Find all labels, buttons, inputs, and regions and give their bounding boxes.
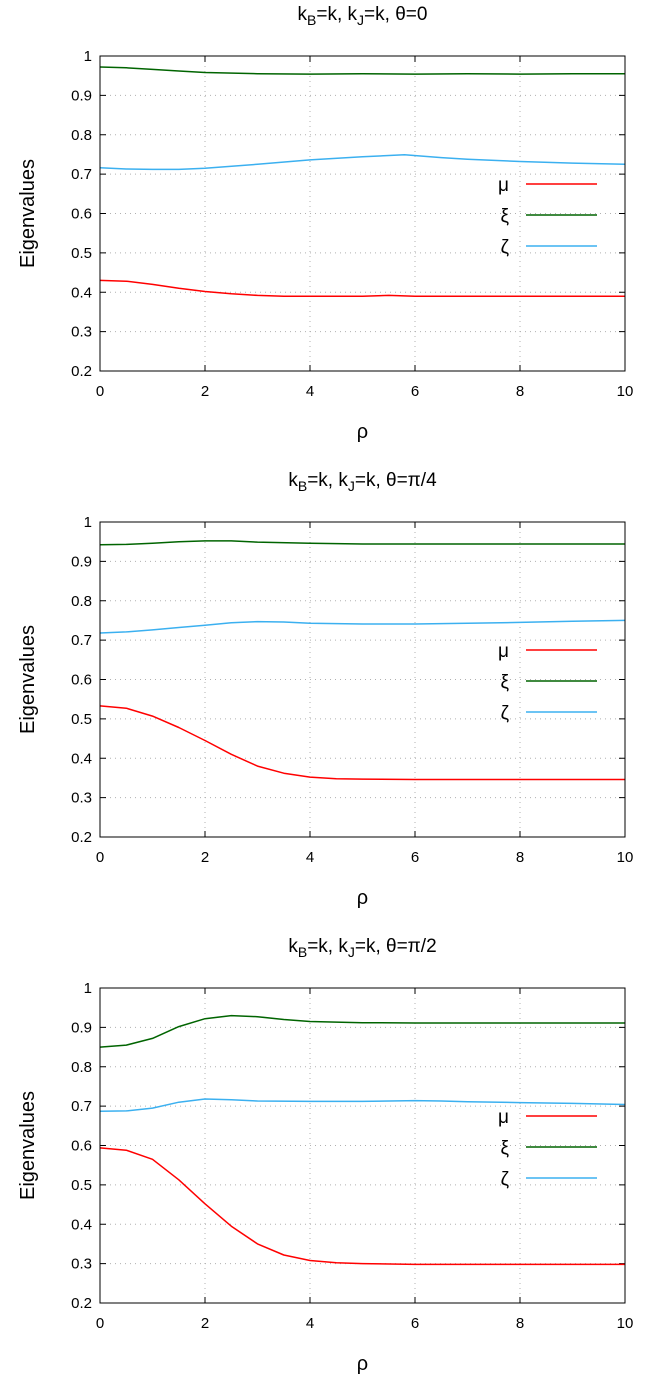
legend-label-3: ζ <box>501 703 510 724</box>
y-tick-label: 0.5 <box>71 711 92 728</box>
title-part-k: k <box>288 936 298 957</box>
title-subscript-b: B <box>307 12 316 28</box>
plot-frame <box>99 521 626 838</box>
y-tick-label: 0.9 <box>71 553 92 570</box>
y-tick-label: 0.9 <box>71 87 92 104</box>
chart-panel-1: kB=k, kJ=k, θ=0 0.2 0.3 0.4 0.5 0.6 0.7 0.8 0.9 1… <box>17 4 633 443</box>
series-line-2 <box>99 66 625 75</box>
x-tick-label: 0 <box>96 383 104 400</box>
legend-label-1: μ <box>498 1107 509 1128</box>
series-line-1 <box>99 279 625 297</box>
title-part-tail: =k, θ=π/4 <box>355 470 437 491</box>
x-tick-label: 8 <box>516 1315 524 1332</box>
y-tick-label: 1 <box>84 48 92 65</box>
x-tick-label: 6 <box>411 1315 419 1332</box>
y-tick-label: 0.2 <box>71 829 92 846</box>
title-part-mid: =k, k <box>307 936 348 957</box>
y-tick-label: 1 <box>84 514 92 531</box>
x-tick-label: 2 <box>201 383 209 400</box>
y-tick-label: 0.2 <box>71 363 92 380</box>
x-axis-label: ρ <box>357 421 368 443</box>
legend-label-2: ξ <box>500 1138 509 1159</box>
y-tick-label: 0.7 <box>71 1098 92 1115</box>
y-axis-label: Eigenvalues <box>17 159 39 268</box>
x-tick-label: 10 <box>617 1315 634 1332</box>
y-tick-label: 0.3 <box>71 1256 92 1273</box>
plot-frame <box>99 55 626 372</box>
x-tick-label: 10 <box>617 849 634 866</box>
x-axis-label: ρ <box>357 887 368 909</box>
x-tick-label: 0 <box>96 849 104 866</box>
title-subscript-j: J <box>348 478 355 494</box>
y-tick-label: 1 <box>84 980 92 997</box>
legend-label-2: ξ <box>500 206 509 227</box>
title-part-tail: =k, θ=π/2 <box>355 936 437 957</box>
chart-title: kB=k, kJ=k, θ=0 <box>298 4 428 28</box>
x-tick-label: 6 <box>411 383 419 400</box>
legend-label-2: ξ <box>500 672 509 693</box>
title-part-tail: =k, θ=0 <box>364 4 427 25</box>
y-tick-label: 0.8 <box>71 127 92 144</box>
legend-label-3: ζ <box>501 237 510 258</box>
x-tick-label: 0 <box>96 1315 104 1332</box>
x-tick-label: 4 <box>306 383 314 400</box>
y-tick-label: 0.5 <box>71 245 92 262</box>
chart-title: kB=k, kJ=k, θ=π/2 <box>288 936 436 960</box>
y-tick-label: 0.9 <box>71 1019 92 1036</box>
title-part-k: k <box>298 4 308 25</box>
title-part-mid: =k, k <box>316 4 357 25</box>
x-tick-label: 8 <box>516 849 524 866</box>
title-part-mid: =k, k <box>307 470 348 491</box>
legend-label-1: μ <box>498 641 509 662</box>
x-tick-label: 2 <box>201 1315 209 1332</box>
title-part-k: k <box>288 470 298 491</box>
series-line-1 <box>99 1147 625 1266</box>
series-line-2 <box>99 1014 625 1048</box>
x-tick-label: 8 <box>516 383 524 400</box>
series-line-1 <box>99 705 625 781</box>
title-subscript-b: B <box>298 944 307 960</box>
chart-panel-2: kB=k, kJ=k, θ=π/4 0.2 0.3 0.4 0.5 0.6 0.7 0.8 0.… <box>17 470 633 909</box>
y-tick-label: 0.6 <box>71 672 92 689</box>
y-tick-label: 0.4 <box>71 284 92 301</box>
x-axis-label: ρ <box>357 1353 368 1375</box>
y-tick-label: 0.8 <box>71 593 92 610</box>
chart-title: kB=k, kJ=k, θ=π/4 <box>288 470 437 494</box>
series-line-3 <box>99 1098 626 1112</box>
x-tick-label: 2 <box>201 849 209 866</box>
y-tick-label: 0.5 <box>71 1177 92 1194</box>
title-subscript-j: J <box>348 944 355 960</box>
y-tick-label: 0.6 <box>71 206 92 223</box>
legend-label-3: ζ <box>501 1169 510 1190</box>
x-tick-label: 4 <box>306 849 314 866</box>
y-tick-label: 0.8 <box>71 1059 92 1076</box>
chart-panel-3: kB=k, kJ=k, θ=π/2 0.2 0.3 0.4 0.5 0.6 0.7 0.8 0.… <box>17 936 633 1375</box>
y-tick-label: 0.3 <box>71 790 92 807</box>
y-tick-label: 0.4 <box>71 750 92 767</box>
y-tick-label: 0.4 <box>71 1216 92 1233</box>
y-axis-label: Eigenvalues <box>17 625 39 734</box>
plot-frame <box>99 987 626 1304</box>
y-axis-label: Eigenvalues <box>17 1091 39 1200</box>
y-tick-label: 0.6 <box>71 1138 92 1155</box>
x-tick-label: 6 <box>411 849 419 866</box>
y-tick-label: 0.7 <box>71 632 92 649</box>
title-subscript-b: B <box>298 478 307 494</box>
y-tick-label: 0.7 <box>71 166 92 183</box>
legend-label-1: μ <box>498 175 509 196</box>
series-line-3 <box>99 619 626 634</box>
x-tick-label: 4 <box>306 1315 314 1332</box>
y-tick-label: 0.2 <box>71 1295 92 1312</box>
y-tick-label: 0.3 <box>71 324 92 341</box>
series-line-3 <box>99 154 626 171</box>
x-tick-label: 10 <box>617 383 634 400</box>
series-line-2 <box>99 540 625 546</box>
title-subscript-j: J <box>357 12 364 28</box>
